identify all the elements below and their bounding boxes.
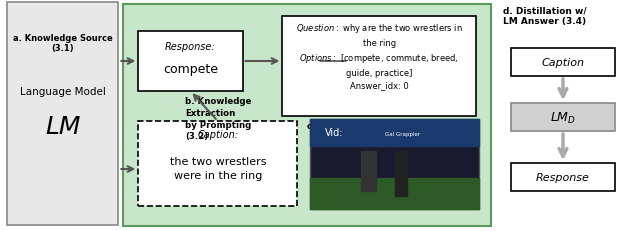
FancyBboxPatch shape	[511, 103, 615, 131]
FancyBboxPatch shape	[138, 122, 297, 206]
FancyBboxPatch shape	[138, 32, 243, 92]
Bar	[310, 119, 479, 146]
Text: b. Knowledge
Extraction
by Prompting
(3.2): b. Knowledge Extraction by Prompting (3.…	[186, 97, 252, 141]
Text: Response:: Response:	[165, 42, 216, 52]
Text: d. Distillation w/
LM Answer (3.4): d. Distillation w/ LM Answer (3.4)	[503, 7, 586, 26]
Text: Caption:: Caption:	[197, 129, 238, 139]
Text: Response: Response	[536, 172, 590, 182]
Text: Vid:: Vid:	[325, 128, 344, 137]
Bar	[395, 151, 406, 196]
FancyBboxPatch shape	[511, 49, 615, 77]
Text: Gal Grappler: Gal Grappler	[385, 131, 420, 137]
FancyBboxPatch shape	[124, 5, 491, 226]
Bar	[310, 178, 479, 209]
FancyBboxPatch shape	[310, 119, 479, 209]
FancyBboxPatch shape	[511, 163, 615, 191]
Text: $LM_D$: $LM_D$	[550, 110, 576, 125]
Bar	[361, 151, 376, 191]
Text: the two wrestlers
were in the ring: the two wrestlers were in the ring	[170, 157, 266, 181]
Text: compete: compete	[163, 63, 218, 76]
Text: Language Model: Language Model	[20, 87, 106, 97]
Text: Caption: Caption	[541, 58, 584, 68]
Text: LM: LM	[45, 115, 81, 138]
Text: $\it{Question:}$ why are the two wrestlers in
the ring
$\it{Options:}$ [compete,: $\it{Question:}$ why are the two wrestle…	[296, 22, 463, 90]
FancyBboxPatch shape	[282, 17, 476, 116]
Text: a. Knowledge Source
(3.1): a. Knowledge Source (3.1)	[13, 34, 113, 53]
FancyBboxPatch shape	[7, 3, 118, 225]
Text: c. Question Generation (3.3): c. Question Generation (3.3)	[307, 122, 452, 131]
